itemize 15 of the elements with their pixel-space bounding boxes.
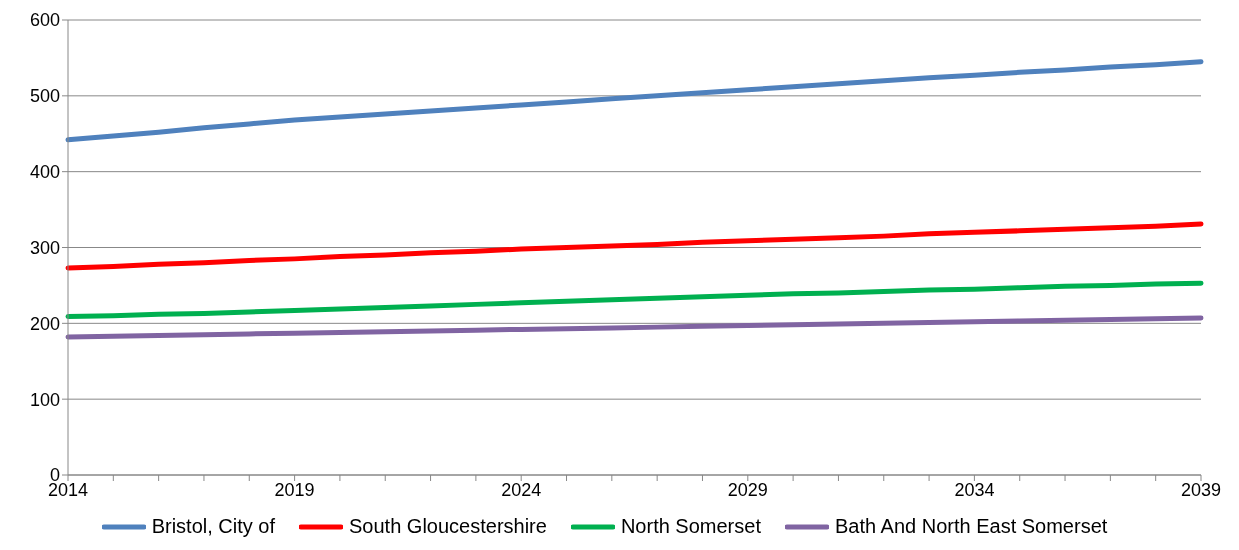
y-tick-label: 200 <box>29 313 60 334</box>
legend-label: South Gloucestershire <box>349 515 547 538</box>
y-tick-label: 400 <box>29 162 60 183</box>
y-tick-label: 100 <box>29 389 60 410</box>
legend-label: Bath And North East Somerset <box>834 515 1108 538</box>
y-tick-label: 500 <box>29 86 60 107</box>
x-tick-label: 2024 <box>501 479 542 500</box>
x-tick-label: 2029 <box>727 479 768 500</box>
y-tick-label: 600 <box>29 10 60 31</box>
legend-label: Bristol, City of <box>151 515 276 538</box>
x-tick-label: 2019 <box>274 479 315 500</box>
y-tick-label: 300 <box>29 237 60 258</box>
legend-label: North Somerset <box>620 515 761 538</box>
x-tick-label: 2039 <box>1180 479 1222 500</box>
x-tick-label: 2034 <box>954 479 995 500</box>
